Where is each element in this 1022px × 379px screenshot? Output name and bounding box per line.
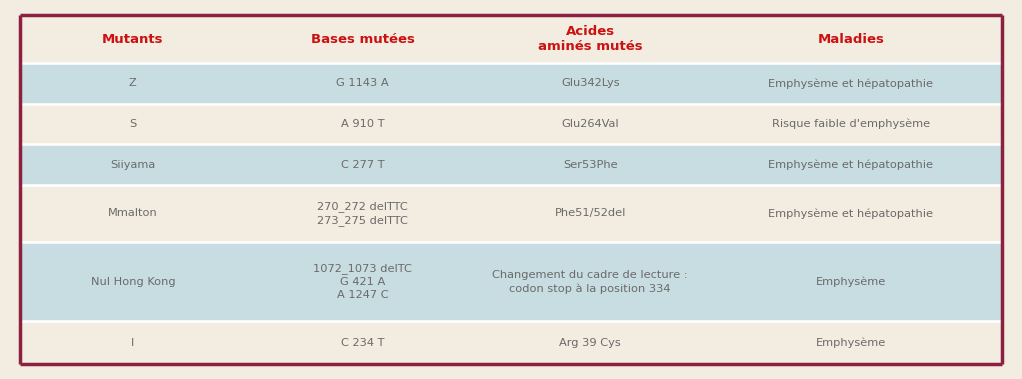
- Text: 1072_1073 delTC
G 421 A
A 1247 C: 1072_1073 delTC G 421 A A 1247 C: [314, 263, 412, 301]
- Text: Maladies: Maladies: [818, 33, 884, 45]
- Bar: [20, 242, 1002, 321]
- Text: 270_272 delTTC
273_275 delTTC: 270_272 delTTC 273_275 delTTC: [318, 201, 408, 226]
- Text: Emphysème et hépatopathie: Emphysème et hépatopathie: [769, 208, 933, 219]
- Text: Emphysème: Emphysème: [816, 277, 886, 287]
- Text: Mutants: Mutants: [102, 33, 164, 45]
- Text: A 910 T: A 910 T: [341, 119, 384, 129]
- Text: Siiyama: Siiyama: [110, 160, 155, 169]
- Text: Emphysème et hépatopathie: Emphysème et hépatopathie: [769, 78, 933, 89]
- Text: S: S: [129, 119, 137, 129]
- Text: Glu342Lys: Glu342Lys: [561, 78, 619, 88]
- Text: Changement du cadre de lecture :
codon stop à la position 334: Changement du cadre de lecture : codon s…: [493, 270, 688, 294]
- Text: C 234 T: C 234 T: [341, 338, 384, 348]
- Text: Acides
aminés mutés: Acides aminés mutés: [538, 25, 643, 53]
- Bar: [20, 321, 1002, 364]
- Text: Risque faible d'emphysème: Risque faible d'emphysème: [772, 119, 930, 129]
- Text: Phe51/52del: Phe51/52del: [555, 208, 625, 218]
- Text: Emphysème et hépatopathie: Emphysème et hépatopathie: [769, 159, 933, 170]
- Text: Emphysème: Emphysème: [816, 337, 886, 348]
- Text: Mmalton: Mmalton: [108, 208, 157, 218]
- Bar: [20, 144, 1002, 185]
- Text: Glu264Val: Glu264Val: [561, 119, 619, 129]
- Text: Z: Z: [129, 78, 137, 88]
- Text: G 1143 A: G 1143 A: [336, 78, 389, 88]
- Bar: [20, 63, 1002, 104]
- Text: Ser53Phe: Ser53Phe: [563, 160, 617, 169]
- Text: I: I: [131, 338, 135, 348]
- Text: Arg 39 Cys: Arg 39 Cys: [559, 338, 621, 348]
- Text: Nul Hong Kong: Nul Hong Kong: [91, 277, 175, 287]
- Bar: [20, 104, 1002, 144]
- Text: C 277 T: C 277 T: [341, 160, 384, 169]
- Bar: [20, 15, 1002, 63]
- Bar: [20, 185, 1002, 242]
- Text: Bases mutées: Bases mutées: [311, 33, 415, 45]
